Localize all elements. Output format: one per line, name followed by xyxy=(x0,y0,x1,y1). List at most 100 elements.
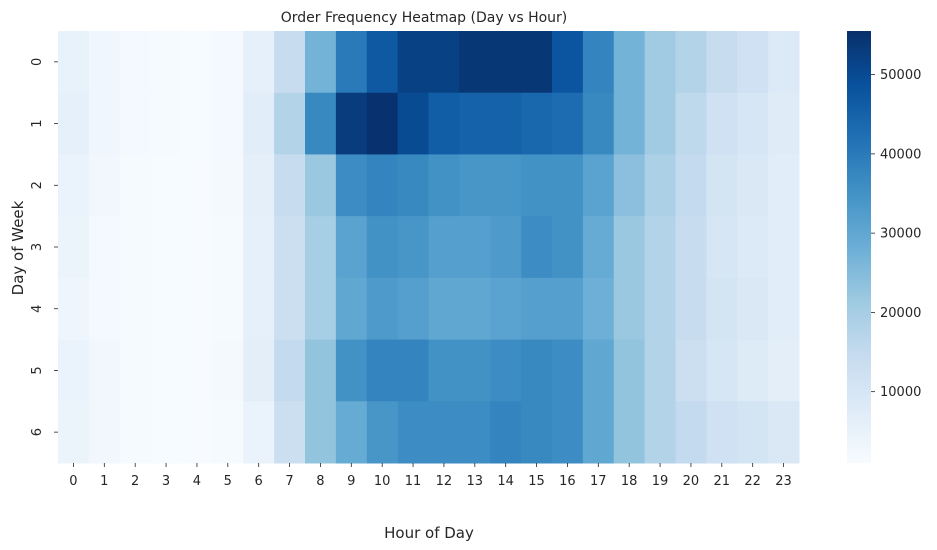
heatmap-cell xyxy=(737,92,769,155)
heatmap-cell xyxy=(212,154,244,217)
heatmap-cell xyxy=(88,31,121,94)
heatmap-cell xyxy=(675,216,707,279)
x-tick-label: 6 xyxy=(255,474,263,489)
heatmap-cell xyxy=(490,339,522,402)
heatmap-cell xyxy=(768,216,800,279)
x-tick-label: 11 xyxy=(405,474,422,489)
heatmap-cell xyxy=(768,277,800,341)
heatmap-cell xyxy=(243,216,275,279)
y-tick-label: 3 xyxy=(30,243,45,251)
heatmap-cell xyxy=(428,401,460,464)
y-axis-ticks: 0 1 2 3 4 5 6 xyxy=(30,58,58,436)
heatmap-cell xyxy=(613,339,646,402)
heatmap-cell xyxy=(706,401,738,464)
heatmap-cell xyxy=(582,339,615,402)
x-tick-label: 21 xyxy=(714,474,731,489)
heatmap-cell xyxy=(582,401,615,464)
y-tick-label: 5 xyxy=(30,366,45,374)
heatmap-cell xyxy=(181,216,213,279)
y-tick-label: 0 xyxy=(30,58,45,66)
heatmap-cell xyxy=(613,401,646,464)
heatmap-cell xyxy=(335,401,368,464)
heatmap-cell xyxy=(212,92,244,155)
heatmap-cell xyxy=(335,339,368,402)
heatmap-cell xyxy=(706,339,738,402)
heatmap-cell xyxy=(366,339,399,402)
heatmap-cell xyxy=(706,31,738,94)
heatmap-cell xyxy=(335,216,368,279)
heatmap-cell xyxy=(88,92,121,155)
heatmap-cells xyxy=(58,31,800,464)
heatmap-cell xyxy=(737,401,769,464)
heatmap-cell xyxy=(644,339,677,402)
heatmap-cell xyxy=(644,31,677,94)
heatmap-cell xyxy=(243,401,275,464)
heatmap-cell xyxy=(397,339,430,402)
heatmap-cell xyxy=(490,216,522,279)
heatmap-cell xyxy=(366,92,399,155)
heatmap-cell xyxy=(366,277,399,341)
heatmap-cell xyxy=(212,277,244,341)
heatmap-cell xyxy=(335,154,368,217)
heatmap-cell xyxy=(552,154,584,217)
x-tick-label: 15 xyxy=(528,474,545,489)
x-tick-label: 0 xyxy=(69,474,77,489)
heatmap-cell xyxy=(274,277,306,341)
heatmap-cell xyxy=(490,92,522,155)
heatmap-cell xyxy=(459,31,491,94)
x-axis-label: Hour of Day xyxy=(384,524,474,542)
x-tick-label: 8 xyxy=(316,474,324,489)
heatmap-cell xyxy=(706,277,738,341)
heatmap-cell xyxy=(366,31,399,94)
heatmap-cell xyxy=(737,154,769,217)
heatmap-cell xyxy=(490,401,522,464)
heatmap-cell xyxy=(119,339,152,402)
heatmap-cell xyxy=(119,401,152,464)
heatmap-cell xyxy=(675,154,707,217)
heatmap-cell xyxy=(675,31,707,94)
heatmap-cell xyxy=(521,339,553,402)
heatmap-cell xyxy=(644,277,677,341)
heatmap-cell xyxy=(305,339,337,402)
heatmap-cell xyxy=(737,31,769,94)
heatmap-cell xyxy=(552,216,584,279)
heatmap-cell xyxy=(150,216,183,279)
heatmap-cell xyxy=(305,401,337,464)
heatmap-cell xyxy=(768,154,800,217)
heatmap-cell xyxy=(521,92,553,155)
heatmap-cell xyxy=(366,401,399,464)
heatmap-cell xyxy=(675,401,707,464)
heatmap-cell xyxy=(644,216,677,279)
heatmap-cell xyxy=(397,277,430,341)
heatmap-cell xyxy=(737,277,769,341)
x-tick-label: 4 xyxy=(193,474,201,489)
heatmap-cell xyxy=(150,31,183,94)
heatmap-cell xyxy=(521,154,553,217)
heatmap-cell xyxy=(459,339,491,402)
heatmap-cell xyxy=(305,92,337,155)
y-tick-label: 6 xyxy=(30,428,45,436)
heatmap-cell xyxy=(181,401,213,464)
heatmap-cell xyxy=(119,31,152,94)
heatmap-cell xyxy=(552,401,584,464)
heatmap-cell xyxy=(58,154,90,217)
heatmap-cell xyxy=(274,339,306,402)
heatmap-cell xyxy=(243,31,275,94)
colorbar-tick-label: 30000 xyxy=(880,227,921,242)
heatmap-cell xyxy=(274,401,306,464)
heatmap-cell xyxy=(150,92,183,155)
heatmap-cell xyxy=(58,216,90,279)
heatmap-cell xyxy=(150,339,183,402)
heatmap-cell xyxy=(582,31,615,94)
heatmap-cell xyxy=(521,401,553,464)
heatmap-cell xyxy=(521,277,553,341)
heatmap-cell xyxy=(274,154,306,217)
heatmap-cell xyxy=(552,92,584,155)
heatmap-cell xyxy=(768,339,800,402)
heatmap-cell xyxy=(582,277,615,341)
heatmap-cell xyxy=(274,216,306,279)
heatmap-cell xyxy=(335,31,368,94)
x-tick-label: 13 xyxy=(467,474,484,489)
x-tick-label: 23 xyxy=(775,474,792,489)
